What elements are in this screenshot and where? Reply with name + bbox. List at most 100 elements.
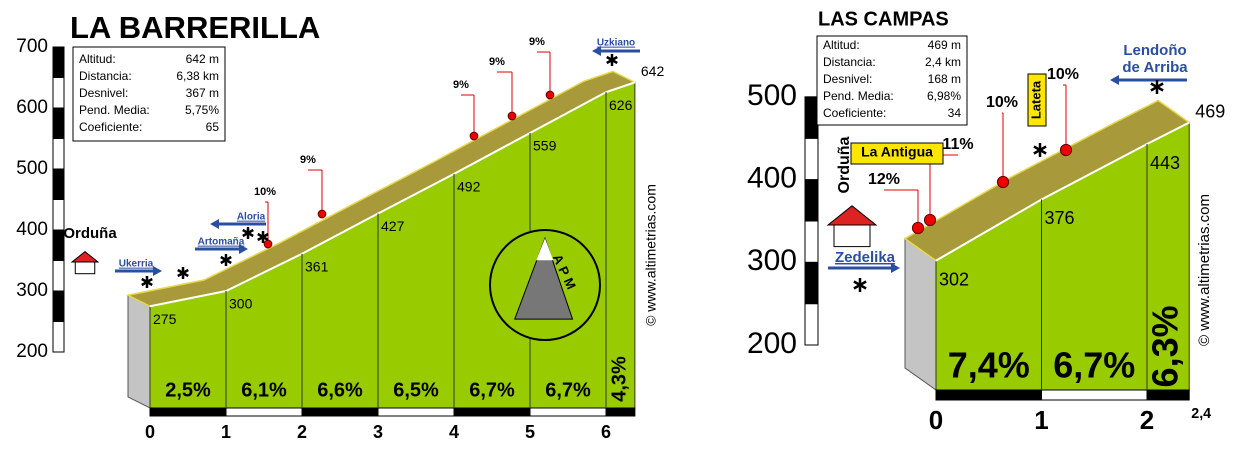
y-tick-label: 500 (16, 158, 48, 179)
asterisk-icon (177, 267, 189, 279)
place-label: Lateta (1028, 80, 1043, 119)
marker-dot (469, 131, 479, 141)
chart-title: LAS CAMPAS (818, 8, 949, 30)
place-label: de Arriba (1122, 59, 1188, 76)
segment-grade: 6,7% (1053, 345, 1135, 386)
logo (514, 236, 574, 320)
elevation-label: 302 (939, 269, 969, 289)
scale-block (52, 321, 65, 353)
y-tick-label: 300 (16, 280, 48, 301)
segment-grade: 2,5% (165, 379, 211, 401)
info-value: 168 m (928, 72, 961, 86)
place-label: Aloria (237, 212, 266, 223)
y-tick-label: 500 (747, 79, 797, 112)
info-label: Coeficiente: (79, 120, 142, 134)
km-band (453, 407, 531, 417)
marker-dot (507, 111, 517, 121)
max-grade-label: 9% (489, 56, 505, 68)
km-band (529, 407, 607, 417)
x-tick-label: 2 (297, 422, 307, 442)
marker-dot (1059, 143, 1073, 157)
profile-side (127, 294, 151, 409)
asterisk-icon (606, 54, 618, 66)
elevation-label: 559 (533, 138, 557, 154)
y-tick-label: 400 (16, 219, 48, 240)
scale-block (52, 260, 65, 292)
elevation-label: 626 (609, 97, 633, 113)
marker-dot (996, 175, 1010, 189)
segment-grade: 6,7% (545, 379, 591, 401)
direction-arrow (210, 219, 219, 229)
x-tick-label: 1 (221, 422, 231, 442)
info-value: 65 (206, 120, 220, 134)
place-label: Uzkiano (597, 38, 635, 49)
chart-title: LA BARRERILLA (70, 10, 320, 45)
direction-arrow (153, 266, 162, 276)
max-grade-label: 12% (868, 171, 900, 188)
place-box (1027, 73, 1047, 127)
scale-block (804, 220, 819, 263)
house-icon (74, 261, 96, 275)
house-icon (826, 205, 878, 226)
info-label: Distancia: (79, 69, 132, 83)
elevation-label: 469 (1195, 101, 1225, 121)
info-value: 367 m (186, 86, 219, 100)
place-box (850, 142, 944, 165)
scale-block (804, 137, 819, 181)
credit: © www.altimetrias.com (643, 184, 659, 326)
direction-arrow (592, 46, 601, 56)
marker-dot (317, 209, 327, 219)
x-tick-label: 6 (601, 422, 611, 442)
place-label: Zedelika (835, 249, 896, 266)
elevation-label: 275 (153, 311, 177, 327)
km-band (935, 389, 1042, 401)
elevation-label: 427 (381, 218, 405, 234)
scale-block (52, 46, 65, 78)
road-edge (935, 121, 1190, 262)
logo (536, 238, 554, 261)
elevation-label: 642 (641, 63, 665, 79)
segment-grade: 6,5% (393, 379, 439, 401)
asterisk-icon (257, 231, 269, 243)
asterisk-icon (242, 227, 254, 239)
place-label: Lendoño (1123, 42, 1186, 59)
max-grade-label: 11% (942, 136, 973, 153)
info-label: Pend. Media: (79, 103, 150, 117)
info-label: Pend. Media: (823, 89, 894, 103)
scale-block (52, 77, 65, 109)
marker-dot (263, 239, 273, 249)
y-tick-label: 300 (747, 244, 797, 277)
segment-grade: 6,7% (469, 379, 515, 401)
max-grade-label: 9% (453, 79, 469, 91)
segment-grade: 6,6% (317, 379, 363, 401)
elevation-label: 492 (457, 179, 481, 195)
marker-dot (911, 221, 925, 235)
km-band (605, 407, 636, 417)
y-tick-label: 200 (747, 327, 797, 360)
km-band (1041, 389, 1148, 401)
scale-block (804, 303, 819, 346)
segment-grade: 7,4% (948, 345, 1030, 386)
km-band (1146, 389, 1190, 401)
max-grade-label: 9% (529, 36, 545, 48)
max-grade-label: 9% (300, 154, 316, 166)
marker-dot (923, 213, 937, 227)
info-label: Altitud: (823, 38, 860, 52)
direction-arrow (239, 244, 248, 254)
info-value: 5,75% (185, 103, 219, 117)
km-band (377, 407, 455, 417)
segment-grade: 4,3% (609, 356, 631, 402)
place-label: Artomaña (198, 237, 245, 248)
km-band (225, 407, 303, 417)
place-label: Orduña (63, 225, 117, 242)
max-grade-label: 10% (254, 186, 276, 198)
asterisk-icon (1150, 80, 1164, 94)
direction-arrow (1110, 75, 1119, 85)
elevation-label: 376 (1045, 208, 1075, 228)
info-value: 34 (948, 106, 962, 120)
place-label: La Antigua (861, 144, 933, 160)
marker-dot (545, 90, 555, 100)
x-tick-label: 1 (1034, 405, 1048, 435)
credit: © www.altimetrias.com (1196, 194, 1213, 346)
